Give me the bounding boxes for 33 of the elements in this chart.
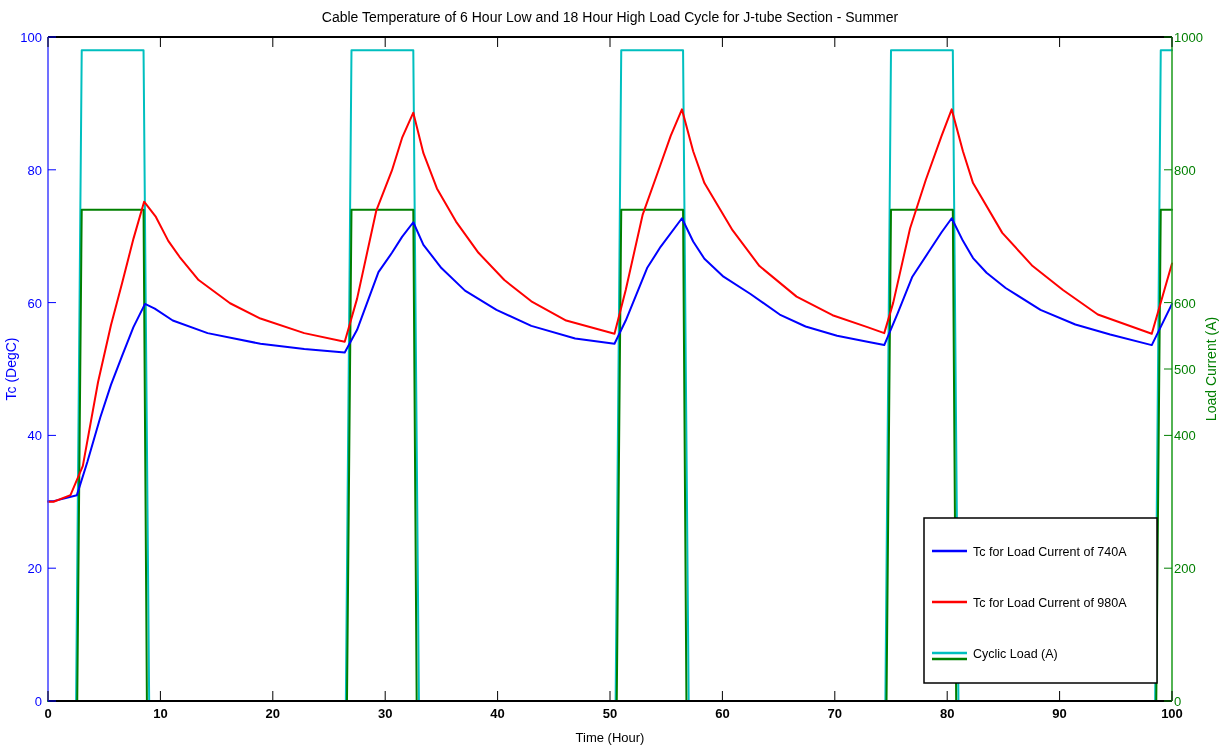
x-tick-label: 50 bbox=[602, 706, 618, 721]
y-tick-label: 0 bbox=[34, 694, 42, 709]
y2-axis-title: Load Current (A) bbox=[1203, 316, 1219, 422]
y2-tick-label: 0 bbox=[1174, 694, 1182, 709]
y2-tick-label: 800 bbox=[1174, 162, 1196, 178]
y-tick-label: 100 bbox=[20, 30, 42, 45]
y-tick-label: 20 bbox=[27, 561, 42, 577]
y2-tick-label: 1000 bbox=[1174, 30, 1203, 45]
line-series bbox=[47, 108, 1173, 503]
y2-tick-label: 400 bbox=[1174, 428, 1196, 444]
y2-tick-label: 200 bbox=[1174, 561, 1196, 577]
chart-title: Cable Temperature of 6 Hour Low and 18 Hour High Load Cycle for J-tube Section - Summer bbox=[321, 9, 899, 25]
y-tick-label: 40 bbox=[27, 428, 42, 444]
legend-label: Tc for Load Current of 740A bbox=[973, 545, 1128, 559]
x-tick-label: 60 bbox=[715, 706, 730, 721]
x-tick-label: 100 bbox=[1161, 706, 1183, 721]
line-series bbox=[47, 217, 1173, 503]
y2-tick-label: 600 bbox=[1174, 295, 1196, 311]
x-tick-label: 90 bbox=[1052, 706, 1067, 721]
x-tick-label: 0 bbox=[44, 706, 52, 721]
x-tick-label: 70 bbox=[827, 706, 843, 721]
x-tick-label: 80 bbox=[939, 706, 955, 721]
legend-label: Cyclic Load (A) bbox=[973, 647, 1058, 661]
legend-label: Tc for Load Current of 980A bbox=[973, 596, 1128, 610]
y2-tick-label: 500 bbox=[1174, 362, 1196, 377]
y-tick-label: 60 bbox=[27, 295, 42, 311]
x-tick-label: 20 bbox=[265, 706, 281, 721]
x-tick-label: 30 bbox=[377, 706, 393, 721]
x-tick-label: 10 bbox=[153, 706, 168, 721]
x-axis-title: Time (Hour) bbox=[575, 730, 645, 745]
y-axis-title: Tc (DegC) bbox=[3, 337, 19, 401]
y-tick-label: 80 bbox=[27, 162, 42, 178]
x-tick-label: 40 bbox=[490, 706, 505, 721]
